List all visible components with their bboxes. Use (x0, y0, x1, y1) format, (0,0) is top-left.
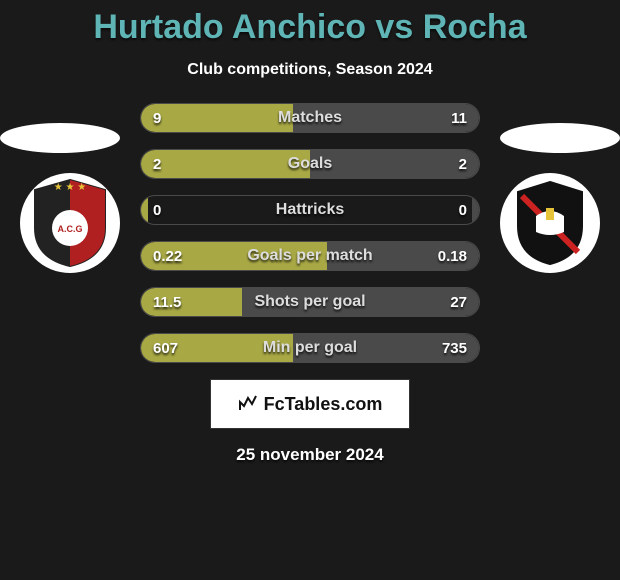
stat-bar: 607 735 Min per goal (140, 333, 480, 363)
bar-fill-left (141, 196, 148, 224)
stat-bar: 0 0 Hattricks (140, 195, 480, 225)
left-shield-icon: A.C.G ★ ★ ★ (30, 178, 110, 268)
stat-bar: 9 11 Matches (140, 103, 480, 133)
stat-value-right: 0 (459, 202, 467, 219)
stat-value-right: 11 (451, 110, 467, 127)
stat-value-right: 27 (450, 294, 467, 311)
comparison-content: A.C.G ★ ★ ★ 9 11 Matches 2 2 Goals 0 0 Hattricks… (0, 103, 620, 363)
svg-text:★ ★ ★: ★ ★ ★ (54, 182, 86, 193)
stat-bar: 11.5 27 Shots per goal (140, 287, 480, 317)
left-team-logo: A.C.G ★ ★ ★ (20, 173, 120, 273)
page-title: Hurtado Anchico vs Rocha (0, 0, 620, 47)
bar-fill-right (472, 196, 479, 224)
stat-value-left: 9 (153, 110, 161, 127)
stat-value-left: 2 (153, 156, 161, 173)
stat-value-right: 2 (459, 156, 467, 173)
stat-label: Min per goal (263, 339, 357, 357)
right-flag-ellipse (500, 123, 620, 153)
bar-fill-left (141, 104, 293, 132)
stat-value-left: 0.22 (153, 248, 182, 265)
date-text: 25 november 2024 (0, 445, 620, 465)
stat-label: Goals (288, 155, 332, 173)
stat-value-right: 735 (442, 340, 467, 357)
bar-fill-right (310, 150, 479, 178)
chart-icon (238, 392, 258, 417)
branding-box: FcTables.com (210, 379, 410, 429)
stat-value-right: 0.18 (438, 248, 467, 265)
left-flag-ellipse (0, 123, 120, 153)
right-shield-icon (510, 178, 590, 268)
left-logo-text: A.C.G (57, 224, 82, 234)
stat-value-left: 11.5 (153, 294, 181, 311)
stat-label: Matches (278, 109, 342, 127)
stat-label: Hattricks (276, 201, 344, 219)
stat-value-left: 0 (153, 202, 161, 219)
stat-value-left: 607 (153, 340, 178, 357)
stat-label: Shots per goal (254, 293, 365, 311)
stat-label: Goals per match (247, 247, 372, 265)
branding-text: FcTables.com (264, 394, 383, 415)
right-team-logo (500, 173, 600, 273)
subtitle: Club competitions, Season 2024 (0, 61, 620, 79)
comparison-bars: 9 11 Matches 2 2 Goals 0 0 Hattricks 0.22 0.18 Goal… (140, 103, 480, 363)
stat-bar: 2 2 Goals (140, 149, 480, 179)
stat-bar: 0.22 0.18 Goals per match (140, 241, 480, 271)
bar-fill-left (141, 150, 310, 178)
